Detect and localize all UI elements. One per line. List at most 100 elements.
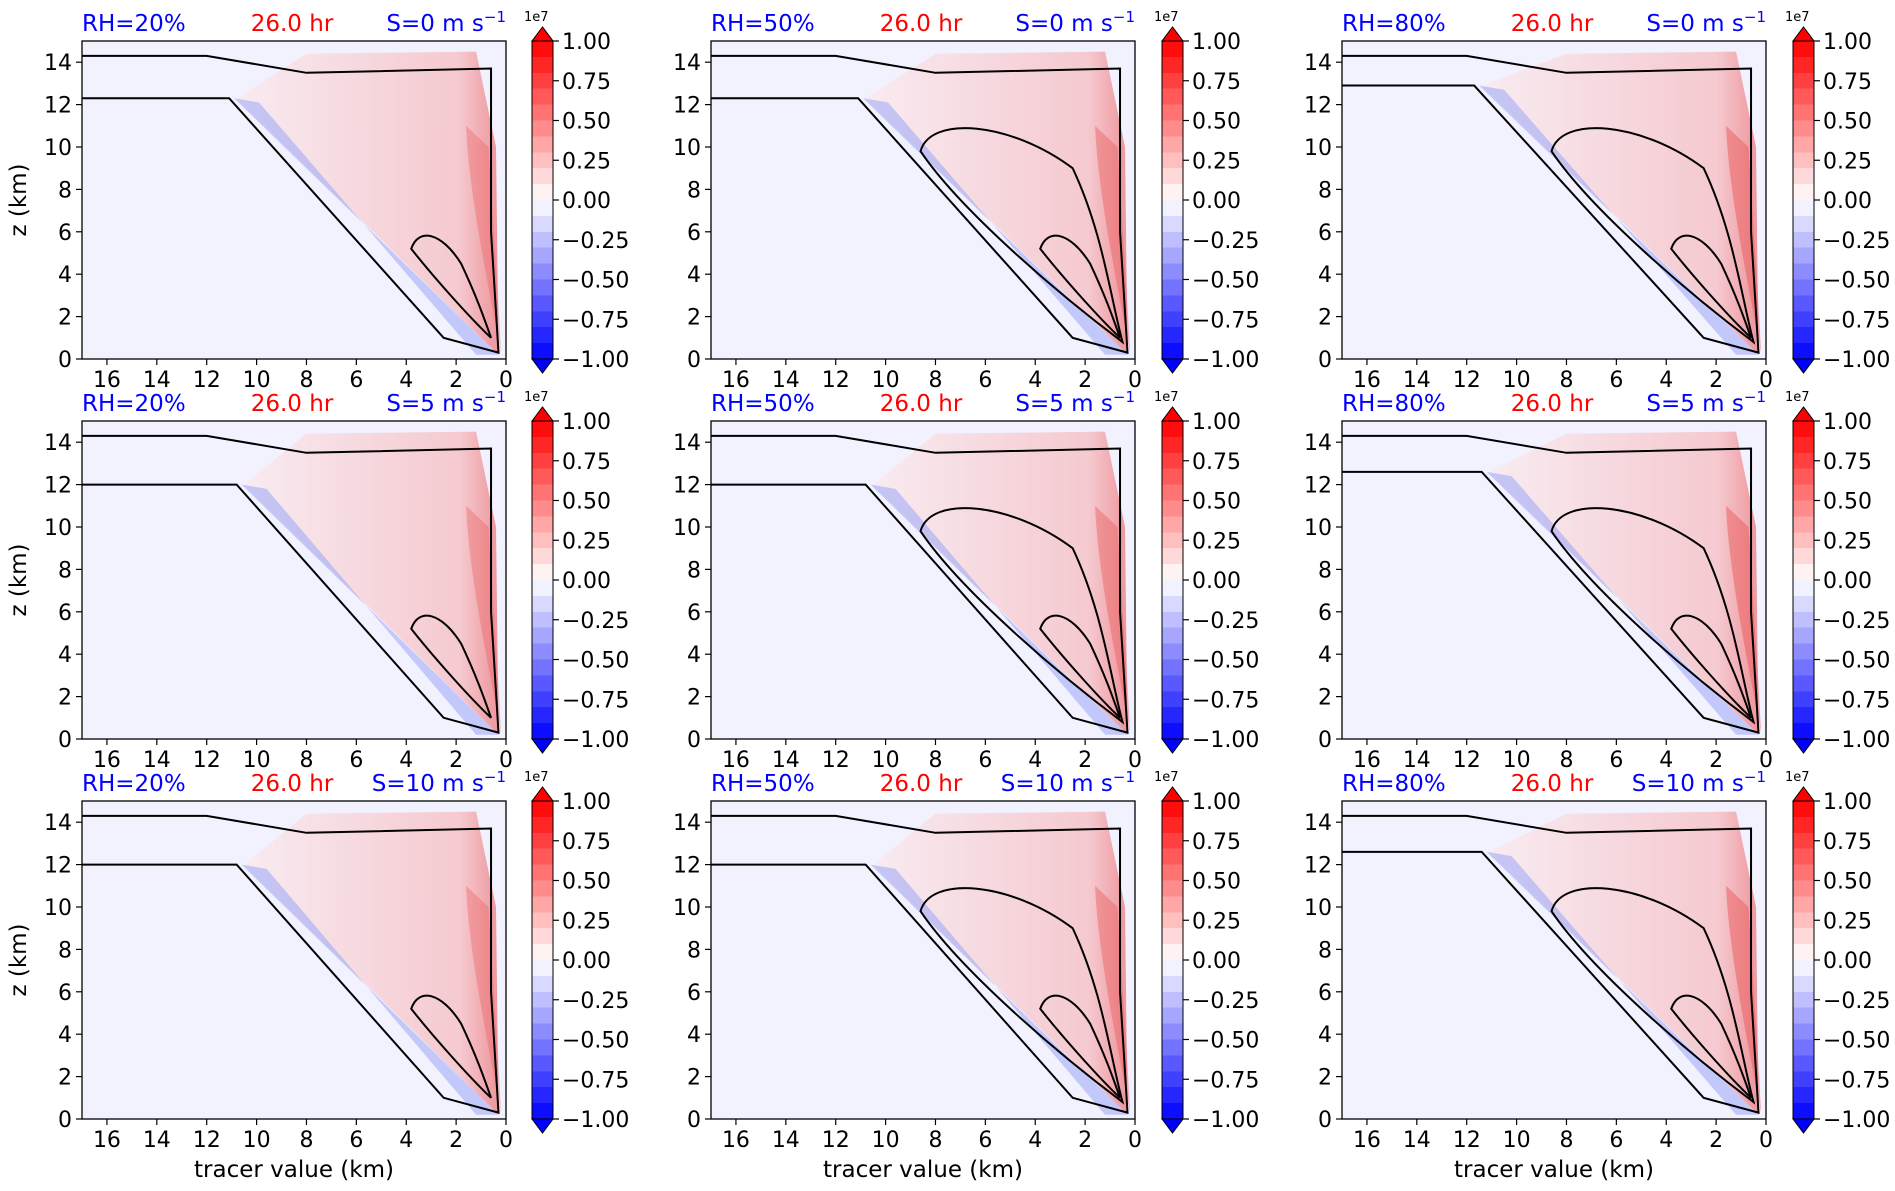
x-tick-label: 14 [1403, 1128, 1431, 1153]
y-tick-label: 10 [44, 516, 72, 541]
colorbar-tick-label: 0.75 [1192, 70, 1241, 95]
colorbar-tick-label: −0.50 [1192, 269, 1259, 294]
x-tick-label: 12 [193, 368, 221, 393]
colorbar-extend-max [531, 406, 554, 422]
y-tick-label: 12 [44, 94, 72, 119]
x-tick-label: 14 [772, 748, 800, 773]
y-tick-label: 0 [687, 728, 701, 753]
panel-rh80-s10: 16 14 12 10 8 6 4 2 0 0 2 4 6 8 10 12 14 RH=80% 26.0 hr S=1… [1304, 768, 1890, 1183]
x-tick-label: 12 [822, 748, 850, 773]
colorbar-tick-label: −1.00 [1823, 348, 1890, 373]
contour-small [1039, 994, 1121, 1099]
colorbar-tick-label: −1.00 [1192, 728, 1259, 753]
contour-outer [82, 814, 500, 1114]
y-tick-label: 6 [58, 221, 72, 246]
x-tick-label: 6 [978, 1128, 992, 1153]
colorbar-tick-label: 0.50 [1823, 870, 1872, 895]
x-tick-label: 10 [243, 748, 271, 773]
colorbar-extend-min [1161, 1118, 1184, 1134]
time-label: 26.0 hr [251, 771, 334, 797]
colorbar-tick-label: −0.50 [1192, 1029, 1259, 1054]
x-tick-label: 12 [1453, 748, 1481, 773]
positive-anomaly-region [865, 51, 1128, 355]
y-tick-label: 8 [687, 938, 701, 963]
colorbar-tick-label: 0.50 [562, 110, 611, 135]
shear-label: S=10 m s−1 [372, 768, 506, 797]
positive-anomaly-core [1095, 885, 1131, 1113]
colorbar-tick-label: −0.50 [1823, 649, 1890, 674]
colorbar-extend-min [1161, 358, 1184, 374]
x-tick-label: 4 [1028, 1128, 1042, 1153]
colorbar-tick-label: −0.50 [562, 649, 629, 674]
positive-anomaly-core [1726, 125, 1762, 353]
y-tick-label: 2 [1318, 686, 1332, 711]
panel-frame [1341, 420, 1767, 740]
x-tick-label: 14 [1403, 748, 1431, 773]
x-tick-label: 2 [1709, 1128, 1723, 1153]
positive-anomaly-core [1726, 885, 1762, 1113]
x-tick-label: 8 [928, 1128, 942, 1153]
colorbar-scale-label: 1e7 [1154, 390, 1179, 405]
negative-anomaly-band [241, 864, 499, 1115]
rh-label: RH=20% [82, 11, 186, 37]
y-tick-label: 6 [687, 221, 701, 246]
colorbar-extend-max [1161, 406, 1184, 422]
positive-anomaly-core [1726, 505, 1762, 733]
x-tick-label: 16 [1353, 1128, 1381, 1153]
rh-label: RH=50% [711, 771, 815, 797]
contour-inner [919, 127, 1125, 345]
colorbar-extend-max [1792, 406, 1815, 422]
y-tick-label: 6 [687, 981, 701, 1006]
positive-anomaly-region [1489, 431, 1759, 735]
y-tick-label: 0 [1318, 348, 1332, 373]
x-axis-label: tracer value (km) [1454, 1157, 1654, 1183]
panel-rh50-s0: 16 14 12 10 8 6 4 2 0 0 2 4 6 8 10 12 14 RH=50% 26.0 hr S=0… [673, 8, 1259, 393]
x-tick-label: 0 [1759, 748, 1773, 773]
colorbar-tick-label: −0.75 [1192, 688, 1259, 713]
contour-outer [82, 54, 500, 354]
colorbar-body [1161, 800, 1184, 1120]
panel-frame [81, 40, 507, 360]
panel-rh50-s5: 16 14 12 10 8 6 4 2 0 0 2 4 6 8 10 12 14 RH=50% 26.0 hr S=5… [673, 388, 1259, 773]
colorbar-tick-label: −0.50 [562, 1029, 629, 1054]
colorbar-tick-label: 0.00 [562, 569, 611, 594]
panel-rh20-s10: 16 14 12 10 8 6 4 2 0 0 2 4 6 8 10 12 14 RH=20% 26.0 hr S=1… [6, 768, 629, 1183]
colorbar-scale-label: 1e7 [1785, 390, 1810, 405]
y-tick-label: 12 [1304, 94, 1332, 119]
x-tick-label: 4 [1028, 748, 1042, 773]
colorbar-tick-label: 0.75 [562, 830, 611, 855]
contour-outer [711, 814, 1129, 1114]
x-tick-label: 10 [1503, 1128, 1531, 1153]
x-tick-label: 10 [1503, 748, 1531, 773]
colorbar-tick-label: −0.25 [1823, 229, 1890, 254]
x-tick-label: 4 [399, 368, 413, 393]
x-tick-label: 14 [143, 368, 171, 393]
y-tick-label: 8 [58, 558, 72, 583]
y-tick-label: 8 [687, 178, 701, 203]
colorbar-tick-label: 0.00 [1823, 569, 1872, 594]
x-tick-label: 16 [93, 1128, 121, 1153]
colorbar-tick-label: 0.00 [1823, 189, 1872, 214]
colorbar-tick-label: 0.00 [562, 189, 611, 214]
y-tick-label: 10 [673, 136, 701, 161]
colorbar-tick-label: 0.75 [562, 70, 611, 95]
y-tick-label: 10 [44, 136, 72, 161]
contour-outer [1342, 434, 1760, 734]
y-tick-label: 0 [58, 728, 72, 753]
colorbar-tick-label: 0.25 [1192, 909, 1241, 934]
y-tick-label: 12 [673, 474, 701, 499]
colorbar-tick-label: −0.75 [1823, 1068, 1890, 1093]
y-tick-label: 2 [687, 686, 701, 711]
x-tick-label: 8 [299, 368, 313, 393]
y-tick-label: 8 [687, 558, 701, 583]
panel-frame [710, 800, 1136, 1120]
y-tick-label: 6 [1318, 601, 1332, 626]
contour-small [1039, 234, 1121, 339]
y-tick-label: 12 [44, 854, 72, 879]
colorbar-body [1792, 40, 1815, 360]
x-tick-label: 2 [1078, 748, 1092, 773]
x-tick-label: 12 [822, 368, 850, 393]
x-tick-label: 4 [1028, 368, 1042, 393]
panel-rh20-s5: 16 14 12 10 8 6 4 2 0 0 2 4 6 8 10 12 14 RH=20% 26.0 hr S=5… [6, 388, 629, 773]
y-tick-label: 10 [673, 896, 701, 921]
